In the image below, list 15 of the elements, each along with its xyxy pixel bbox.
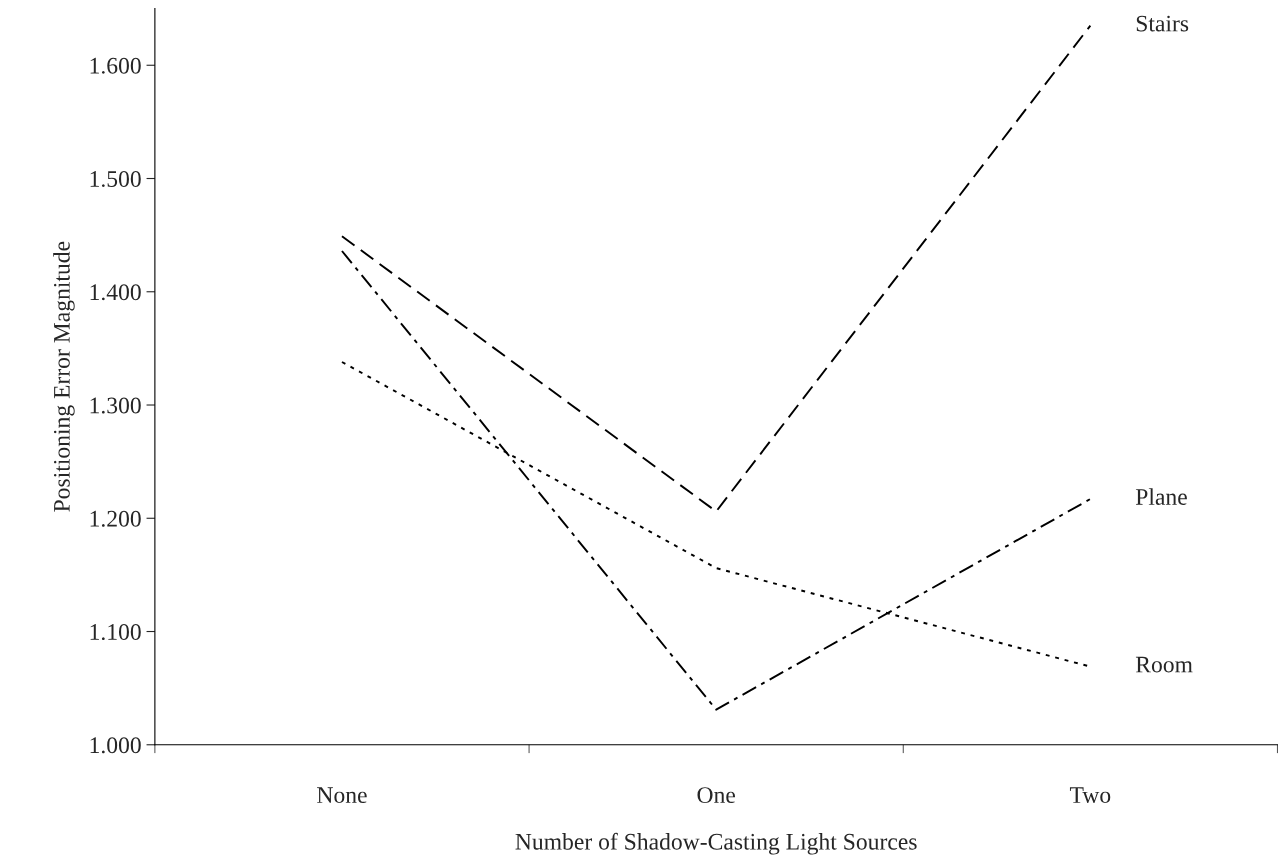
series-label: Room [1135,656,1193,673]
x-tick-label: None [317,787,367,804]
y-tick-label: 1.000 [90,737,141,754]
y-tick-label: 1.100 [90,624,141,641]
y-tick-label: 1.600 [90,57,141,74]
y-tick-label: 1.400 [90,284,141,301]
x-tick-label: One [697,787,736,804]
y-tick-label: 1.300 [90,397,141,414]
series-label: Plane [1135,488,1187,505]
x-axis-title: Number of Shadow-Casting Light Sources [515,832,917,855]
y-axis-title: Positioning Error Magnitude [53,241,75,512]
y-tick-label: 1.200 [90,510,141,527]
y-tick-label: 1.500 [90,171,141,188]
x-tick-label: Two [1069,787,1111,804]
series-label: Stairs [1136,15,1189,32]
